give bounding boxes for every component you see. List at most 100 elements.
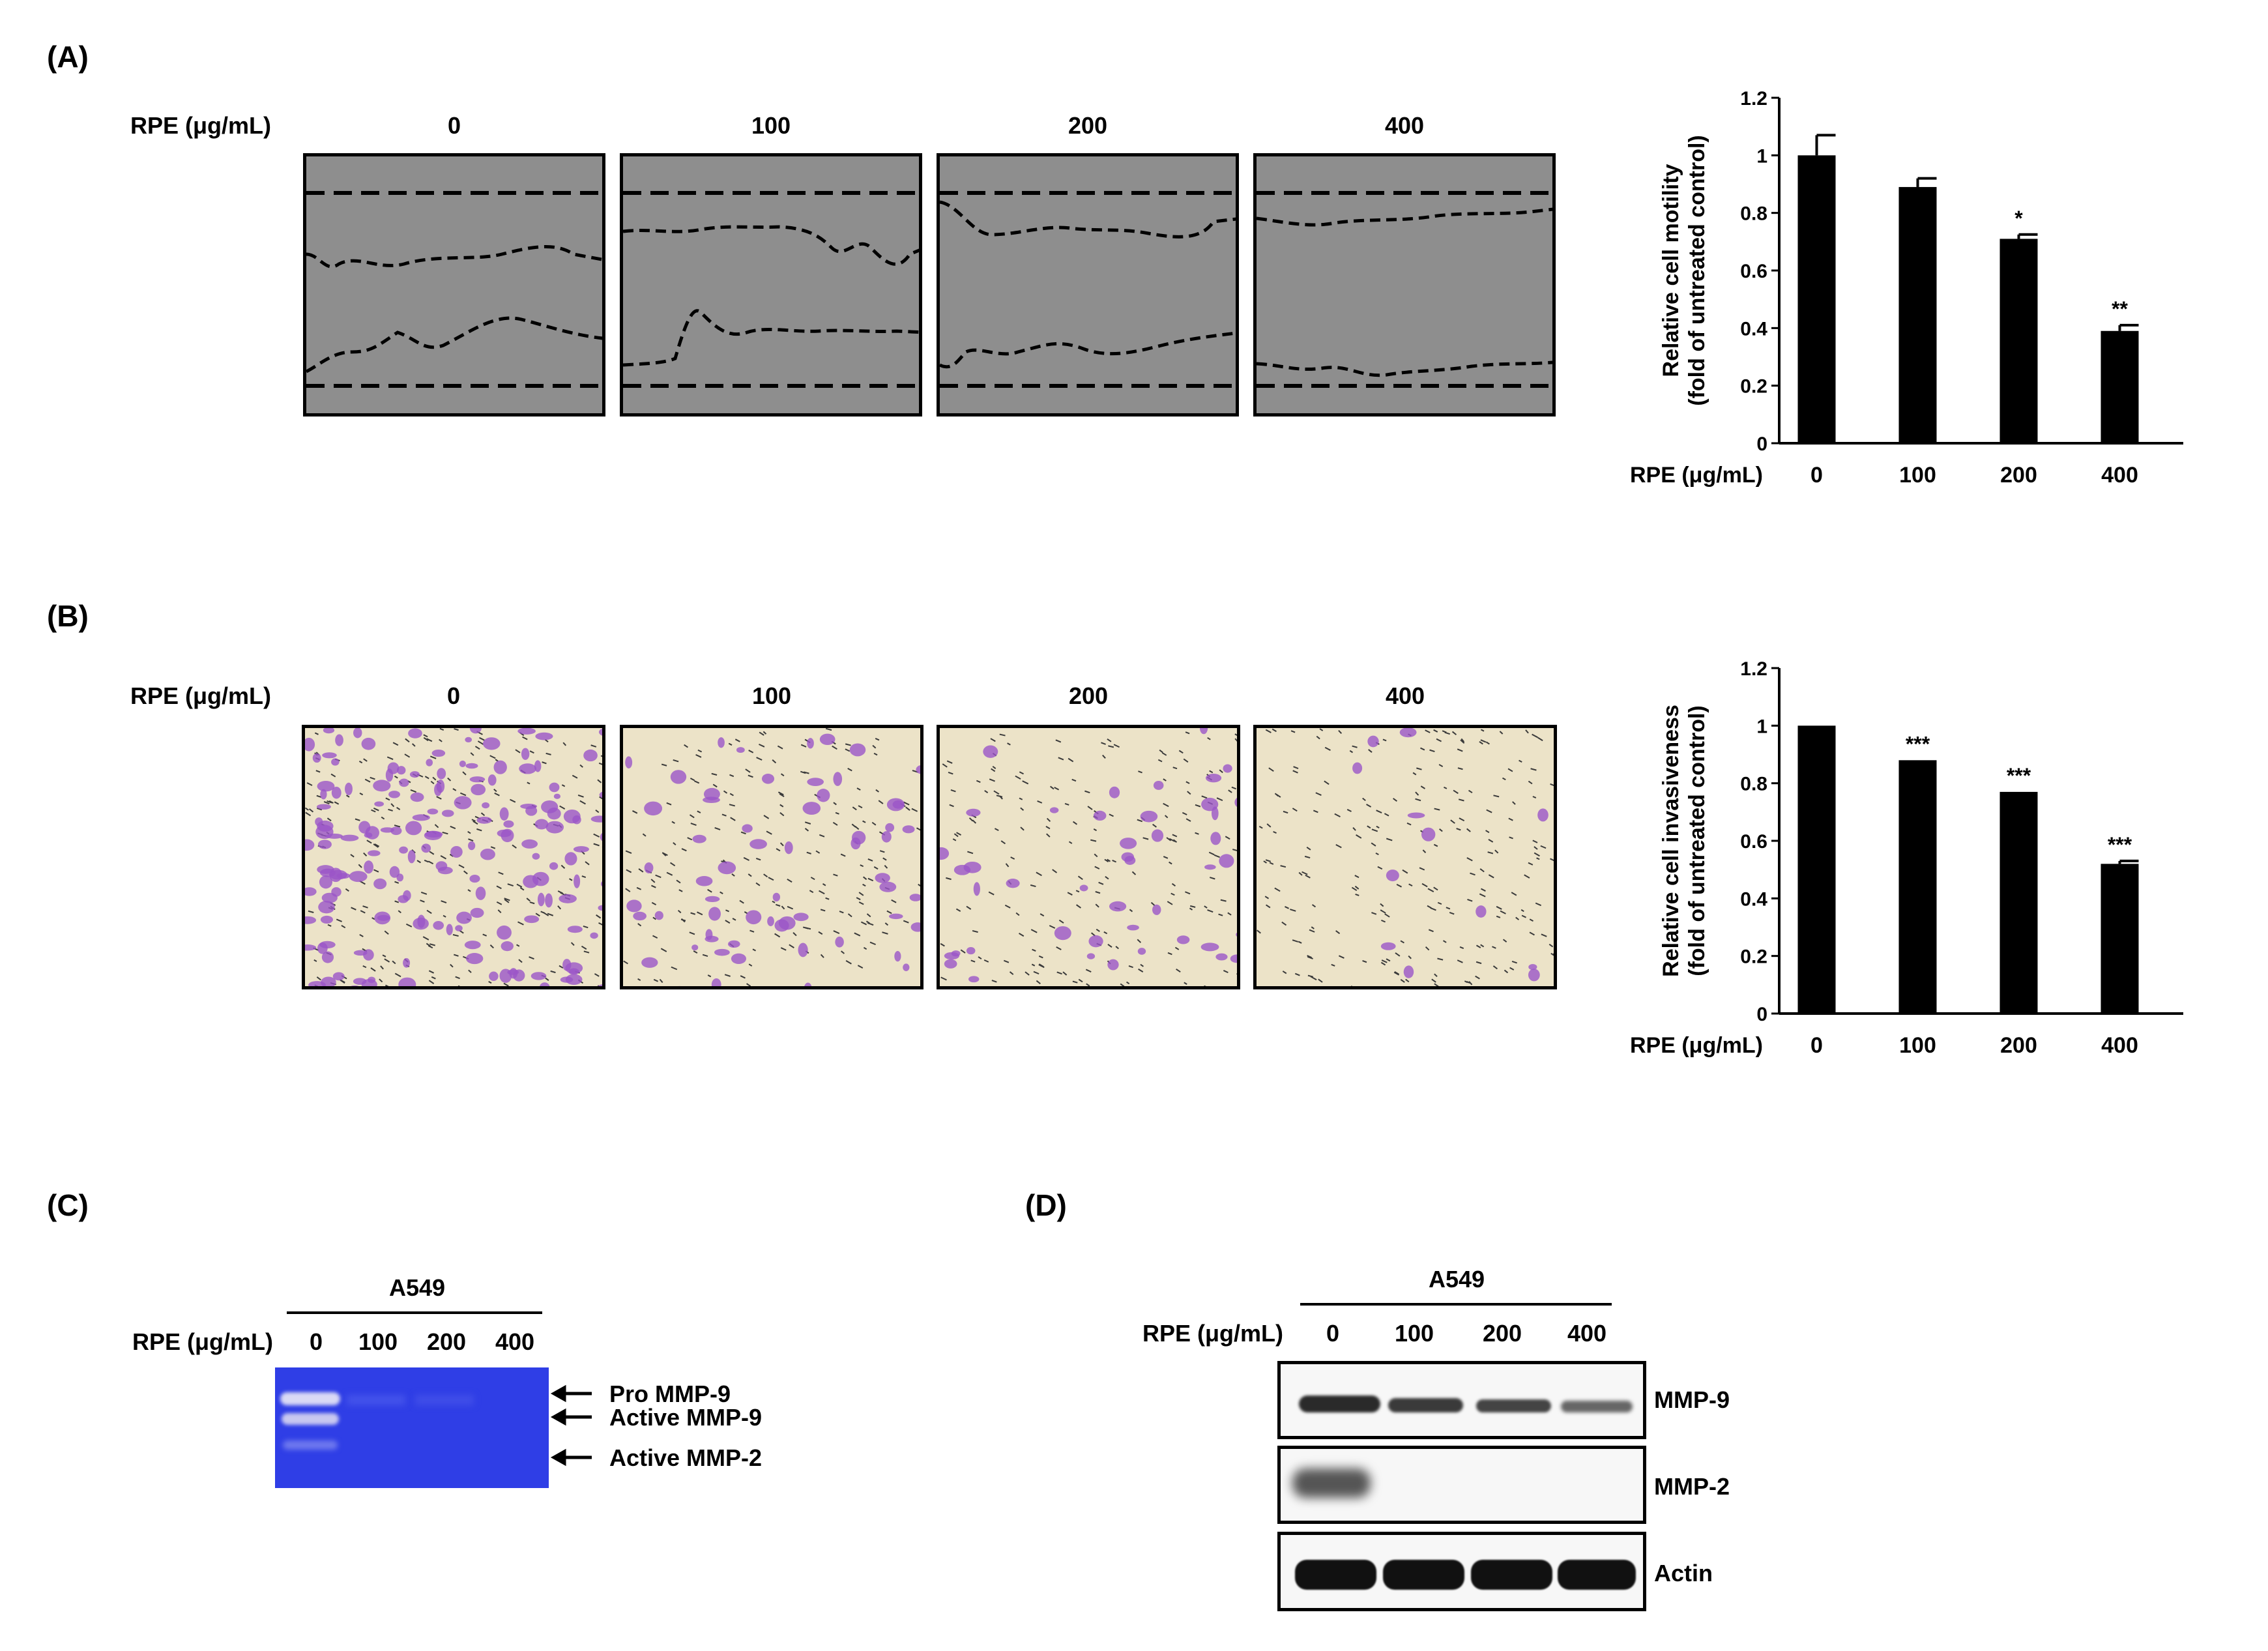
pore-dot [1227, 912, 1232, 916]
invaded-cell [465, 763, 478, 769]
invaded-cell [1476, 905, 1487, 918]
pore-dot [562, 742, 566, 746]
pore-dot [1509, 967, 1515, 971]
panel-label-d: (D) [1025, 1188, 1067, 1222]
pore-dot [1126, 981, 1130, 985]
pore-dot [832, 821, 838, 826]
pore-dot [422, 936, 429, 941]
pore-dot [583, 950, 590, 954]
dose-label-a-100: 100 [751, 112, 791, 139]
pore-dot [697, 810, 701, 813]
pore-dot [374, 843, 380, 847]
pore-dot [394, 881, 400, 884]
pore-dot [410, 789, 416, 793]
pore-dot [875, 738, 880, 741]
pore-dot [1532, 733, 1539, 738]
pore-dot [442, 832, 448, 835]
pore-dot [999, 733, 1006, 737]
invaded-cell [332, 972, 345, 981]
pore-dot [1408, 955, 1412, 959]
pore-dot [891, 899, 897, 903]
pore-dot [1496, 915, 1501, 918]
invaded-cell [487, 774, 497, 786]
pore-dot [440, 855, 446, 860]
panel-label-a: (A) [47, 40, 89, 74]
pore-dot [363, 852, 368, 857]
pore-dot [1479, 893, 1486, 898]
invaded-cell [1367, 735, 1379, 748]
pore-dot [547, 913, 554, 916]
invaded-cell [705, 935, 719, 942]
pore-dot [516, 883, 523, 888]
pore-dot [408, 988, 413, 989]
pore-dot [1535, 902, 1542, 907]
invaded-cell [598, 728, 602, 736]
pore-dot [459, 792, 467, 796]
pore-dot [1056, 946, 1062, 950]
invaded-cell [388, 791, 400, 798]
invaded-cell [480, 849, 495, 860]
invasiveness-ylabel-line2: (fold of untreated control) [1685, 705, 1709, 976]
invasiveness-chart: 0 0.2 0.4 0.6 0.8 1 1.2 0 *** 100 *** 200 *** 400 RPE … [1630, 658, 2183, 1058]
pore-dot [1381, 919, 1386, 923]
pore-dot [996, 795, 1003, 798]
pore-dot [1280, 865, 1287, 868]
pore-dot [1015, 912, 1020, 916]
pore-dot [1376, 825, 1380, 829]
pore-dot [1464, 980, 1468, 984]
pore-dot [1058, 919, 1064, 924]
pore-dot [1015, 775, 1021, 780]
invaded-cell [540, 982, 550, 986]
gel-label-active-mmp9: Active MMP-9 [609, 1404, 763, 1431]
invaded-cell [1120, 838, 1137, 849]
invaded-cell [387, 762, 400, 774]
pore-dot [602, 864, 605, 866]
pore-dot [561, 784, 566, 787]
invaded-cell [1137, 948, 1146, 955]
pore-dot [659, 978, 663, 984]
pore-dot [429, 943, 435, 946]
pore-dot [1172, 834, 1178, 838]
pore-dot [825, 728, 832, 731]
dose-label-b-0: 0 [446, 682, 461, 709]
invaded-cell [471, 783, 486, 796]
pore-dot [385, 797, 390, 801]
invaded-cell [625, 756, 633, 769]
invaded-cell [1399, 728, 1417, 738]
pore-dot [593, 843, 600, 847]
pore-dot [1352, 745, 1358, 748]
pore-dot [1554, 903, 1557, 905]
pore-dot [452, 788, 457, 791]
pore-dot [1293, 766, 1299, 770]
pore-dot [1019, 771, 1024, 775]
pore-dot [1030, 929, 1038, 933]
invaded-cell [835, 936, 844, 948]
pore-dot [730, 817, 736, 821]
pore-dot [1508, 817, 1513, 821]
invaded-cell [532, 853, 540, 860]
pore-dot [462, 771, 467, 776]
invaded-cell [772, 892, 781, 902]
pore-dot [1460, 739, 1465, 744]
invaded-cell [322, 752, 337, 759]
pore-dot [1384, 813, 1389, 817]
pore-dot [712, 783, 718, 788]
pore-dot [729, 793, 734, 796]
pore-dot [489, 944, 494, 949]
pore-dot [956, 832, 962, 836]
pore-dot [1437, 901, 1442, 905]
pore-dot [1515, 916, 1520, 920]
invaded-cell [819, 733, 836, 745]
pore-dot [1346, 809, 1352, 812]
invaded-cell [1151, 829, 1164, 842]
invaded-cell [399, 846, 408, 854]
pore-dot [978, 956, 982, 960]
pore-dot [381, 816, 385, 820]
pore-dot [1157, 759, 1163, 763]
pore-dot [1113, 744, 1120, 748]
invaded-cell [410, 792, 424, 802]
pore-dot [379, 978, 383, 983]
dose-label-b-100: 100 [751, 682, 792, 709]
invaded-cell [572, 815, 581, 825]
pore-dot [1430, 907, 1436, 911]
